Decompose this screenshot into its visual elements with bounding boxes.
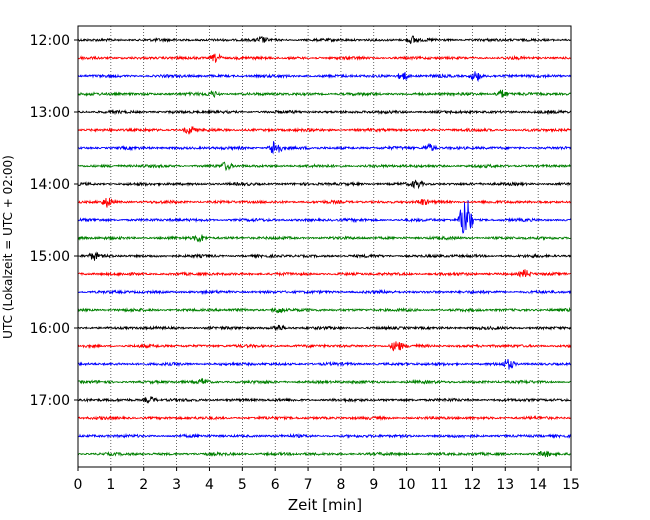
trace-1545 xyxy=(77,306,572,314)
trace-1730 xyxy=(77,432,572,439)
x-tick-label: 6 xyxy=(271,477,280,493)
x-axis-ticks: 0 1 2 3 4 5 6 7 8 9 10 11 12 13 14 15 xyxy=(74,467,580,493)
trace-1245 xyxy=(77,89,572,99)
y-tick-label: 16:00 xyxy=(30,321,70,337)
x-tick-label: 0 xyxy=(74,477,83,493)
trace-1230 xyxy=(77,71,572,83)
x-tick-label: 10 xyxy=(398,477,416,493)
trace-1445 xyxy=(77,234,572,243)
x-tick-label: 2 xyxy=(139,477,148,493)
x-tick-label: 13 xyxy=(496,477,514,493)
x-tick-label: 4 xyxy=(205,477,214,493)
x-tick-label: 15 xyxy=(562,477,580,493)
trace-1300 xyxy=(77,109,572,116)
x-tick-label: 14 xyxy=(529,477,547,493)
trace-1630 xyxy=(77,358,572,370)
trace-1430 xyxy=(77,200,572,234)
trace-1745 xyxy=(77,450,572,458)
x-tick-label: 11 xyxy=(431,477,449,493)
y-axis-label: UTC (Lokalzeit = UTC + 02:00) xyxy=(1,155,15,339)
trace-1515 xyxy=(77,269,572,278)
trace-1215 xyxy=(77,53,572,64)
trace-1200 xyxy=(77,35,572,45)
trace-1400 xyxy=(77,179,572,190)
trace-1700 xyxy=(77,396,572,404)
y-axis-ticks: 12:00 13:00 14:00 15:00 16:00 17:00 xyxy=(30,33,78,409)
seismic-traces xyxy=(77,35,572,458)
y-tick-label: 13:00 xyxy=(30,105,70,121)
x-tick-label: 9 xyxy=(369,477,378,493)
trace-1345 xyxy=(77,161,572,172)
y-tick-label: 14:00 xyxy=(30,177,70,193)
plot-frame xyxy=(77,25,572,468)
trace-1315 xyxy=(77,125,572,135)
x-axis-label: Zeit [min] xyxy=(288,496,362,514)
trace-1715 xyxy=(77,414,572,422)
x-tick-label: 8 xyxy=(336,477,345,493)
trace-1330 xyxy=(77,141,572,155)
trace-1415 xyxy=(77,197,572,208)
trace-1615 xyxy=(77,341,572,352)
y-tick-label: 17:00 xyxy=(30,393,70,409)
trace-1500 xyxy=(77,251,572,261)
trace-1530 xyxy=(77,288,572,295)
trace-1645 xyxy=(77,377,572,386)
trace-1600 xyxy=(77,324,572,332)
x-tick-label: 7 xyxy=(304,477,313,493)
x-tick-label: 12 xyxy=(463,477,481,493)
x-tick-label: 5 xyxy=(238,477,247,493)
y-tick-label: 15:00 xyxy=(30,249,70,265)
x-tick-label: 1 xyxy=(106,477,115,493)
y-tick-label: 12:00 xyxy=(30,33,70,49)
x-tick-label: 3 xyxy=(172,477,181,493)
